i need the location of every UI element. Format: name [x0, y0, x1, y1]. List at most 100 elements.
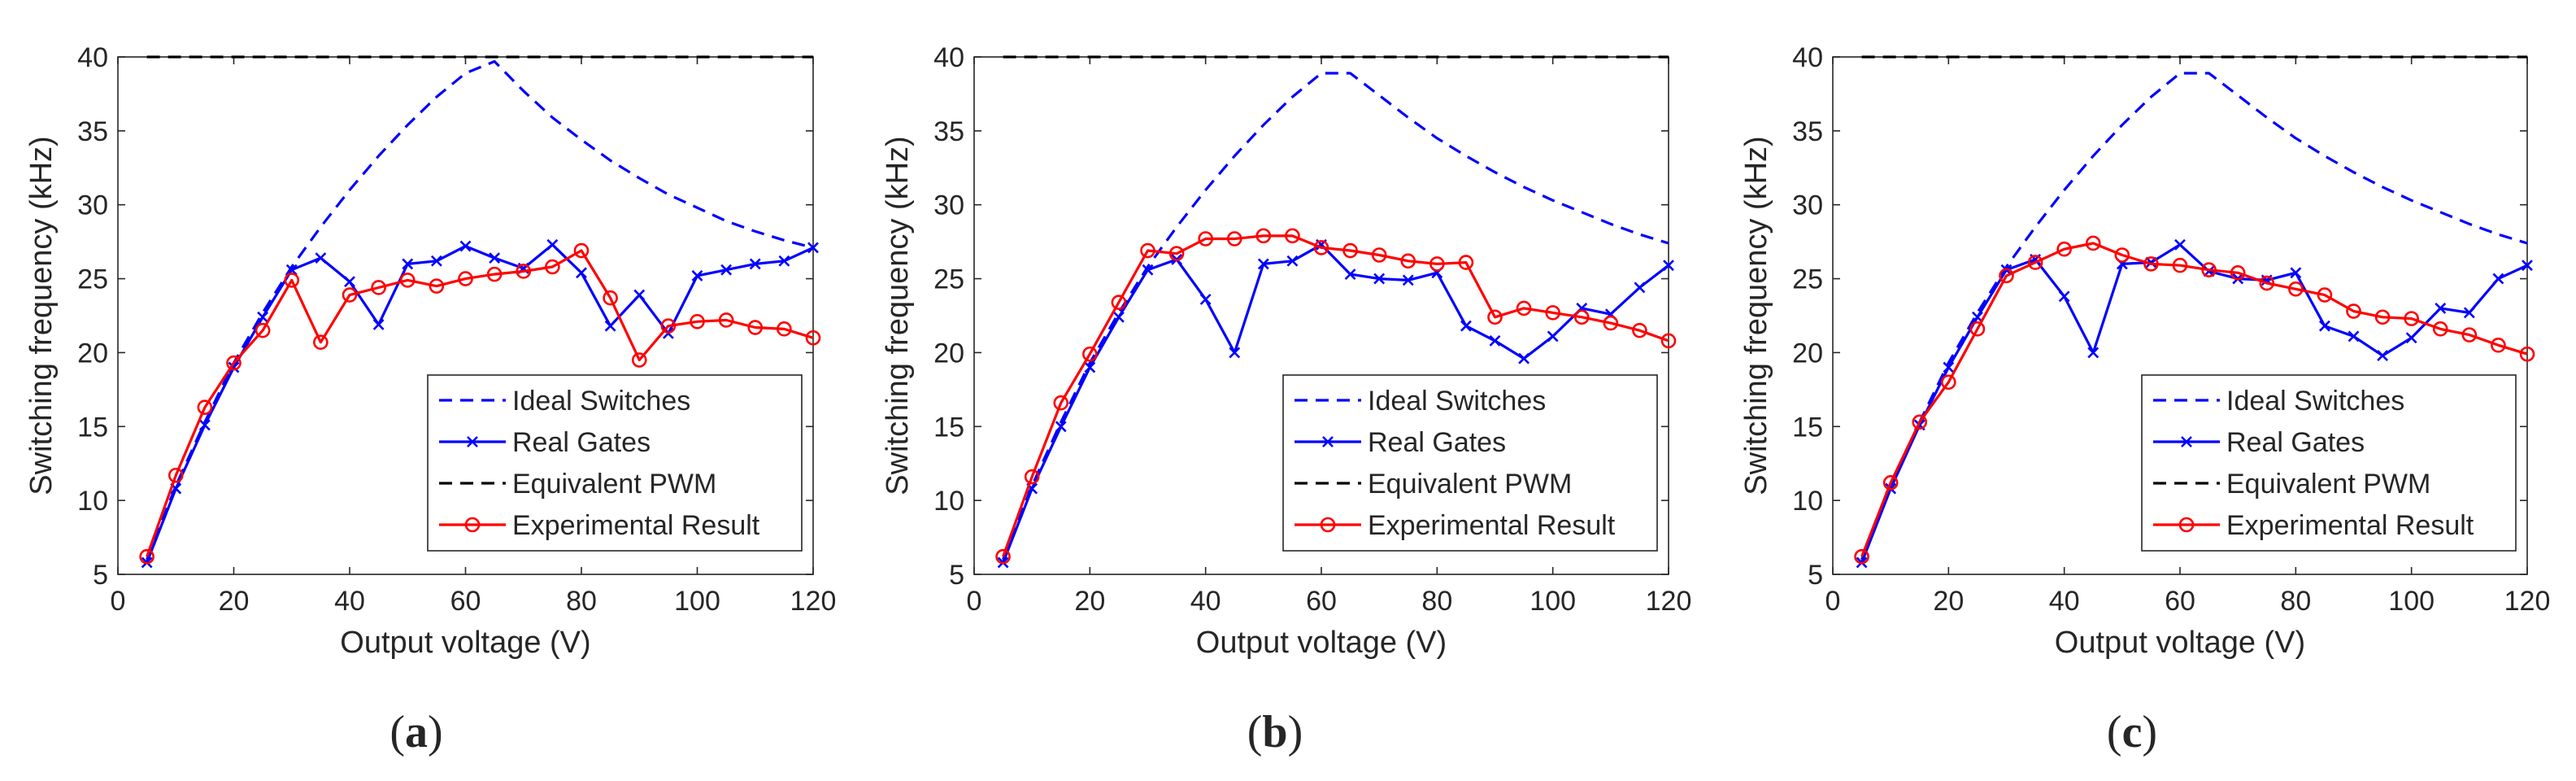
panel-label-letter: a	[405, 707, 428, 757]
legend-item: Real Gates	[1295, 427, 1506, 458]
legend-item: Experimental Result	[439, 510, 760, 541]
data-point	[747, 320, 764, 335]
legend-label: Ideal Switches	[512, 386, 690, 417]
data-point	[1226, 231, 1242, 247]
data-point	[1489, 334, 1501, 347]
legend-label: Real Gates	[512, 427, 651, 458]
data-point	[1545, 305, 1560, 321]
data-point	[2143, 256, 2159, 272]
y-tick-label: 30	[1792, 190, 1823, 221]
data-point	[1024, 469, 1040, 485]
data-point	[995, 548, 1011, 565]
data-point	[315, 252, 327, 264]
legend-item: Real Gates	[439, 427, 651, 458]
y-tick-label: 25	[933, 264, 964, 295]
data-point	[1113, 311, 1125, 323]
x-tick-label: 20	[1933, 586, 1964, 617]
data-point	[1286, 255, 1299, 267]
legend-item: Ideal Switches	[439, 386, 690, 417]
data-point	[1140, 242, 1155, 259]
data-point	[458, 271, 473, 286]
legend-marker	[1322, 436, 1334, 447]
x-tick-label: 20	[219, 586, 250, 617]
data-point	[139, 548, 154, 565]
data-point	[1603, 315, 1619, 331]
data-point	[1198, 231, 1213, 247]
data-point	[805, 329, 821, 346]
legend-item: Ideal Switches	[2153, 386, 2404, 417]
data-point	[690, 313, 705, 329]
data-point	[2405, 332, 2417, 344]
data-point	[2432, 321, 2448, 337]
legend-item: Equivalent PWM	[2153, 469, 2430, 500]
data-point	[1969, 321, 1986, 337]
data-point	[371, 280, 386, 295]
series-line	[1002, 234, 1669, 557]
data-point	[1084, 361, 1096, 373]
data-point	[1199, 294, 1212, 305]
legend: Ideal Switches Real Gates Equivalent PWM Ex…	[2141, 374, 2517, 552]
data-point	[459, 240, 472, 252]
legend-label: Equivalent PWM	[2226, 469, 2430, 500]
legend-marker	[1320, 517, 1336, 533]
legend: Ideal Switches Real Gates Equivalent PWM Ex…	[427, 374, 803, 552]
y-tick-label: 15	[77, 412, 108, 443]
data-point	[720, 264, 733, 276]
y-tick-label: 15	[933, 412, 964, 443]
x-tick-label: 80	[2280, 586, 2311, 617]
y-tick-label: 10	[77, 486, 108, 517]
data-point	[2435, 302, 2447, 314]
data-point	[2259, 275, 2275, 291]
data-point	[633, 289, 646, 301]
data-point	[2522, 260, 2533, 272]
x-tick-label: 60	[1306, 586, 1337, 617]
data-point	[546, 238, 559, 251]
data-point	[1573, 309, 1590, 325]
data-point	[1053, 395, 1069, 411]
data-point	[402, 258, 414, 270]
data-point	[807, 242, 819, 254]
data-point	[1344, 268, 1356, 281]
y-tick-label: 5	[1808, 560, 1823, 591]
data-point	[342, 287, 358, 303]
data-point	[255, 322, 271, 338]
data-point	[1660, 333, 1677, 349]
data-point	[2461, 327, 2478, 343]
legend-label: Equivalent PWM	[512, 469, 716, 500]
data-point	[2348, 330, 2360, 343]
legend-box	[1282, 374, 1658, 552]
panel-label-close: )	[1288, 707, 1303, 757]
data-point	[1632, 322, 1647, 338]
y-tick-label: 5	[949, 560, 964, 591]
data-point	[2172, 257, 2188, 273]
data-point	[2114, 247, 2130, 263]
y-tick-label: 35	[933, 116, 964, 147]
data-point	[197, 399, 213, 415]
y-tick-label: 40	[1792, 42, 1823, 73]
data-point	[2288, 281, 2304, 297]
data-point	[168, 467, 184, 483]
data-point	[2346, 303, 2361, 319]
data-point	[1342, 242, 1358, 259]
data-point	[691, 270, 703, 281]
y-axis-label: Switching frequency (kHz)	[24, 136, 59, 495]
data-point	[1285, 228, 1300, 244]
panel-b: 0 20 40 60 80 100 120 5 10 15 20 25 30 35 40 Output vol…	[881, 42, 1691, 757]
legend-marker	[2178, 517, 2195, 533]
legend-item: Experimental Result	[1295, 510, 1616, 541]
data-point	[1257, 258, 1269, 270]
y-tick-label: 30	[77, 190, 108, 221]
data-point	[1941, 374, 1956, 390]
data-point	[576, 267, 587, 279]
panel-label-open: (	[389, 707, 405, 757]
data-point	[198, 419, 211, 431]
data-point	[660, 318, 677, 334]
legend-item: Experimental Result	[2153, 510, 2474, 541]
panel-label-letter: b	[1262, 707, 1287, 757]
legend-marker	[467, 436, 478, 447]
legend-label: Ideal Switches	[1368, 386, 1546, 417]
legend-item: Real Gates	[2153, 427, 2365, 458]
data-point	[2085, 235, 2101, 251]
x-axis-label: Output voltage (V)	[340, 626, 590, 660]
data-point	[1458, 255, 1474, 270]
